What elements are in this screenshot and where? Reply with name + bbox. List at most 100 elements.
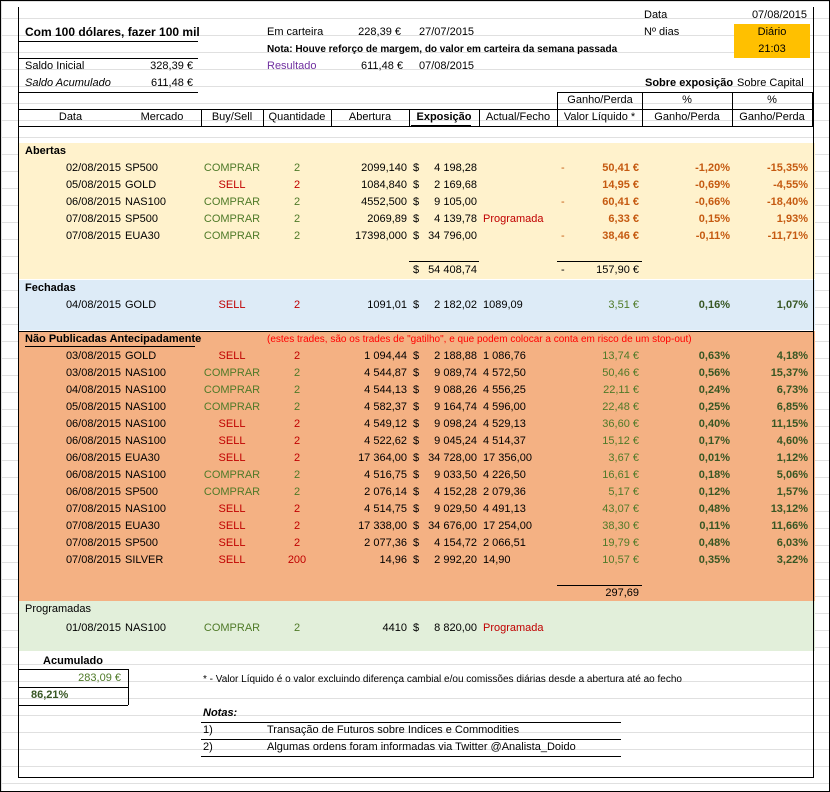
cell-gp2[interactable]: 1,93% <box>776 213 808 225</box>
cell-abertura[interactable]: 4 514,75 <box>364 503 407 515</box>
cell-abertura[interactable]: 17 364,00 <box>358 452 407 464</box>
cell-actual[interactable]: 1089,09 <box>483 299 523 311</box>
cell-buysell[interactable]: COMPRAR <box>203 196 261 208</box>
cell-mercado[interactable]: NAS100 <box>125 469 166 481</box>
cell-abertura[interactable]: 1084,840 <box>361 179 407 191</box>
cell-exposicao[interactable]: 9 164,74 <box>434 401 477 413</box>
cell-gp1[interactable]: 0,11% <box>699 520 730 532</box>
cell-quantidade[interactable]: 2 <box>293 486 301 498</box>
cell-gp2[interactable]: 11,15% <box>771 418 808 430</box>
cell-actual[interactable]: 4 596,00 <box>483 401 526 413</box>
cell-gp1[interactable]: -0,11% <box>695 230 730 242</box>
cell-currency[interactable]: $ <box>413 384 420 396</box>
resultado-label[interactable]: Resultado <box>267 60 317 72</box>
cell-exposicao[interactable]: 2 182,02 <box>434 299 477 311</box>
cell-mercado[interactable]: GOLD <box>125 350 157 362</box>
cell-actual[interactable] <box>483 228 555 245</box>
cell-valor[interactable]: 13,74 € <box>602 350 639 362</box>
col-mercado[interactable]: Mercado <box>140 111 184 123</box>
cell-gp1[interactable]: 0,35% <box>698 554 730 566</box>
cell-buysell[interactable]: SELL <box>218 179 246 191</box>
abertas-label[interactable]: Abertas <box>25 145 66 157</box>
acumulado-label[interactable]: Acumulado <box>43 655 103 667</box>
cell-currency[interactable]: $ <box>413 622 420 634</box>
cell-actual[interactable]: 4 491,13 <box>483 503 526 515</box>
cell-mercado[interactable]: GOLD <box>125 299 157 311</box>
nota-2-text[interactable]: Algumas ordens foram informadas via Twit… <box>267 741 576 753</box>
cell-gp2[interactable]: 1,57% <box>776 486 808 498</box>
cell-valor[interactable]: 3,51 € <box>608 299 639 311</box>
cell-buysell[interactable]: COMPRAR <box>203 486 261 498</box>
cell-mercado[interactable]: NAS100 <box>125 418 166 430</box>
cell-mercado[interactable]: SP500 <box>125 162 159 174</box>
cell-abertura[interactable]: 1091,01 <box>367 299 407 311</box>
cell-mercado[interactable]: NAS100 <box>125 401 166 413</box>
cell-currency[interactable]: $ <box>413 196 420 208</box>
cell-exposicao[interactable]: 4 154,72 <box>434 537 477 549</box>
cell-currency[interactable]: $ <box>413 299 420 311</box>
cell-data[interactable]: 07/08/2015 <box>65 503 121 515</box>
cell-buysell[interactable]: COMPRAR <box>203 230 261 242</box>
cell-currency[interactable]: $ <box>413 435 420 447</box>
cell-actual[interactable]: 4 556,25 <box>483 384 526 396</box>
cell-gp1[interactable]: -0,66% <box>695 196 730 208</box>
footnote[interactable]: * - Valor Líquido é o valor excluindo di… <box>203 674 682 685</box>
cell-abertura[interactable]: 4 544,13 <box>364 384 407 396</box>
notas-label[interactable]: Notas: <box>203 707 238 719</box>
cell-currency[interactable]: $ <box>413 213 420 225</box>
cell-quantidade[interactable]: 2 <box>293 162 301 174</box>
cell-actual[interactable] <box>483 160 555 177</box>
cell-exposicao[interactable]: 4 152,28 <box>434 486 477 498</box>
saldo-acumulado-label[interactable]: Saldo Acumulado <box>25 77 111 89</box>
em-carteira-value[interactable]: 228,39 € <box>358 26 401 38</box>
saldo-acumulado-value[interactable]: 611,48 € <box>150 77 193 89</box>
cell-actual[interactable]: 4 572,50 <box>483 367 526 379</box>
cell-quantidade[interactable]: 2 <box>293 299 301 311</box>
cell-currency[interactable]: $ <box>413 350 420 362</box>
cell-abertura[interactable]: 1 094,44 <box>364 350 407 362</box>
cell-gp2[interactable]: 6,85% <box>776 401 808 413</box>
cell-mercado[interactable]: SP500 <box>125 213 159 225</box>
acumulado-pct[interactable]: 86,21% <box>31 689 69 701</box>
cell-exposicao[interactable]: 9 029,50 <box>434 503 477 515</box>
ndias-label[interactable]: Nº dias <box>644 26 680 38</box>
cell-buysell[interactable]: COMPRAR <box>203 469 261 481</box>
cell-abertura[interactable]: 2069,89 <box>367 213 407 225</box>
cell-data[interactable]: 06/08/2015 <box>65 418 121 430</box>
ganho-perda-top[interactable]: Ganho/Perda <box>567 94 633 106</box>
abertas-total-valor[interactable]: 157,90 € <box>596 264 639 276</box>
cell-mercado[interactable]: NAS100 <box>125 622 166 634</box>
col-abertura[interactable]: Abertura <box>348 111 392 123</box>
cell-actual[interactable]: 2 079,36 <box>483 486 526 498</box>
cell-exposicao[interactable]: 8 820,00 <box>434 622 477 634</box>
cell-mercado[interactable]: EUA30 <box>125 452 160 464</box>
cell-buysell[interactable]: COMPRAR <box>203 401 261 413</box>
cell-gp1[interactable]: 0,40% <box>698 418 730 430</box>
cell-exposicao[interactable]: 2 188,88 <box>434 350 477 362</box>
resultado-value[interactable]: 611,48 € <box>360 60 403 72</box>
cell-currency[interactable]: $ <box>413 230 420 242</box>
cell-quantidade[interactable]: 2 <box>293 469 301 481</box>
cell-actual[interactable]: 4 226,50 <box>483 469 526 481</box>
cell-gp2[interactable]: 5,06% <box>776 469 808 481</box>
cell-currency[interactable]: $ <box>413 452 420 464</box>
cell-quantidade[interactable]: 2 <box>293 196 301 208</box>
cell-quantidade[interactable]: 2 <box>293 537 301 549</box>
cell-quantidade[interactable]: 2 <box>293 435 301 447</box>
data-value[interactable]: 07/08/2015 <box>751 9 807 21</box>
cell-valor[interactable]: 50,41 € <box>602 162 639 174</box>
cell-currency[interactable]: $ <box>413 554 420 566</box>
cell-data[interactable]: 04/08/2015 <box>65 384 121 396</box>
cell-buysell[interactable]: COMPRAR <box>203 162 261 174</box>
cell-gp2[interactable]: 15,37% <box>770 367 808 379</box>
cell-buysell[interactable]: SELL <box>218 350 246 362</box>
cell-gp1[interactable]: 0,56% <box>698 367 730 379</box>
cell-exposicao[interactable]: 9 088,26 <box>434 384 477 396</box>
cell-data[interactable]: 06/08/2015 <box>65 486 121 498</box>
cell-quantidade[interactable]: 2 <box>293 622 301 634</box>
cell-valor[interactable]: 36,60 € <box>602 418 639 430</box>
cell-buysell[interactable]: COMPRAR <box>203 384 261 396</box>
cell-buysell[interactable]: COMPRAR <box>203 622 261 634</box>
col-data[interactable]: Data <box>58 111 83 123</box>
cell-data[interactable]: 05/08/2015 <box>65 179 121 191</box>
